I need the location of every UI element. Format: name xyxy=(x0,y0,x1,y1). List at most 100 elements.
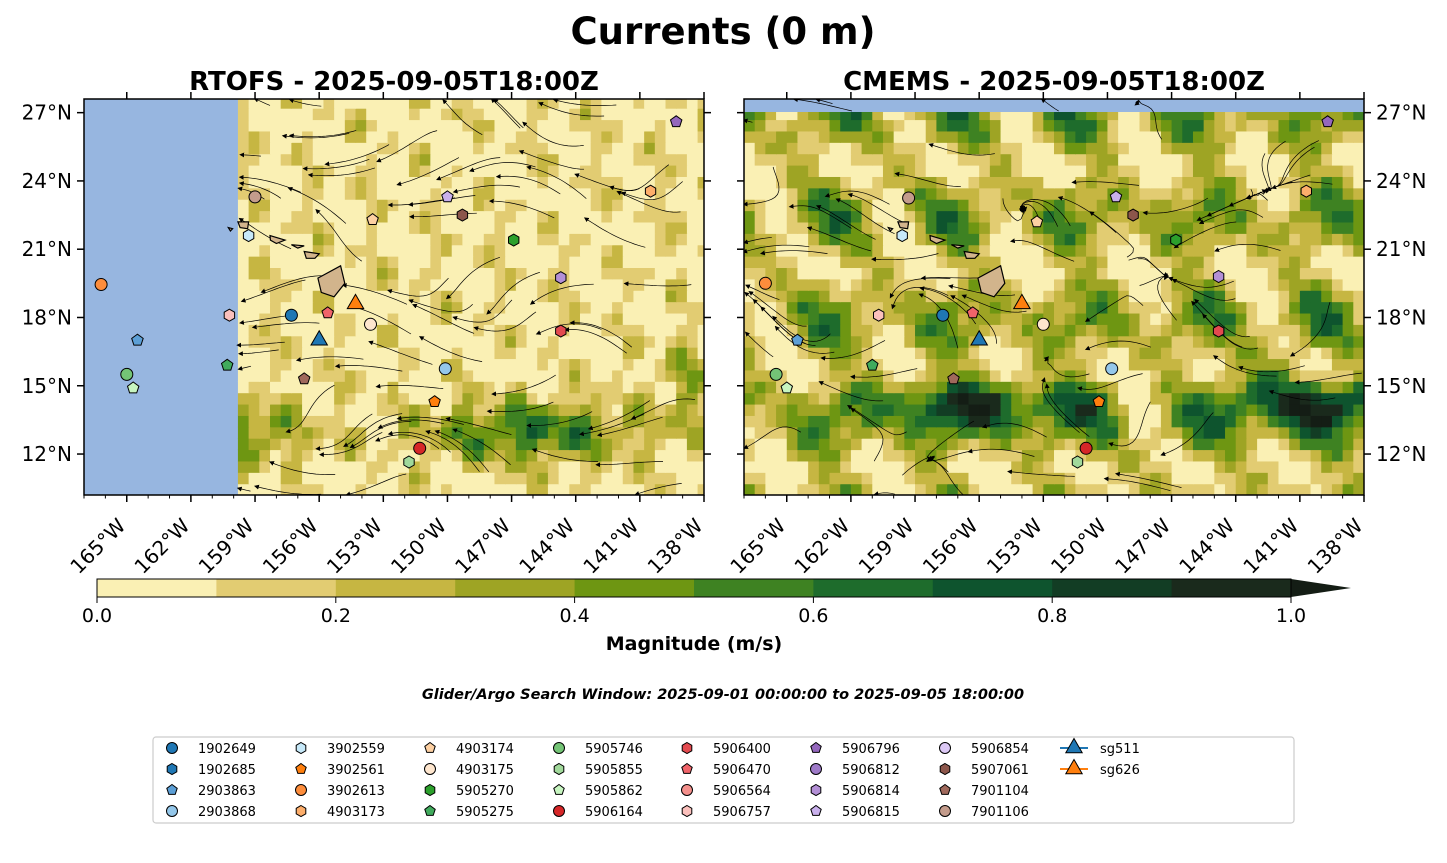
field-cell xyxy=(1011,449,1023,462)
field-cell xyxy=(676,233,688,246)
field-cell xyxy=(312,267,325,280)
field-cell xyxy=(754,381,766,394)
field-cell xyxy=(505,99,517,109)
field-cell xyxy=(430,256,442,269)
field-cell xyxy=(419,187,431,200)
field-cell xyxy=(1011,108,1023,121)
field-cell xyxy=(569,210,581,223)
field-cell xyxy=(462,278,474,291)
field-cell xyxy=(622,426,635,439)
field-cell xyxy=(580,244,592,257)
field-cell xyxy=(882,176,895,189)
field-cell xyxy=(1064,392,1076,405)
field-cell xyxy=(1214,210,1226,223)
field-cell xyxy=(1171,199,1183,212)
field-cell xyxy=(1321,278,1333,291)
field-cell xyxy=(270,438,282,451)
field-cell xyxy=(483,176,496,189)
field-cell xyxy=(537,392,549,405)
field-cell xyxy=(451,119,464,132)
field-cell xyxy=(1118,187,1130,200)
field-cell xyxy=(569,449,581,462)
field-cell xyxy=(744,438,756,451)
field-cell xyxy=(398,165,410,177)
obs-marker-3902613 xyxy=(94,278,108,291)
field-cell xyxy=(547,392,560,405)
field-cell xyxy=(441,153,453,166)
field-cell xyxy=(515,278,528,291)
field-cell xyxy=(355,358,367,371)
field-cell xyxy=(654,187,667,200)
field-cell xyxy=(957,233,970,246)
field-cell xyxy=(893,335,905,348)
field-cell xyxy=(1128,199,1141,212)
field-cell xyxy=(744,415,756,428)
field-cell xyxy=(686,392,699,405)
field-cell xyxy=(1021,381,1034,394)
field-cell xyxy=(1075,267,1087,280)
field-cell xyxy=(765,335,777,348)
field-cell xyxy=(451,403,464,416)
field-cell xyxy=(1192,335,1205,348)
field-cell xyxy=(1086,221,1098,234)
field-cell xyxy=(1331,256,1344,269)
field-cell xyxy=(312,278,325,291)
obs-marker-7901106 xyxy=(248,190,262,204)
field-cell xyxy=(1107,381,1119,394)
field-cell xyxy=(665,210,677,223)
field-cell xyxy=(558,153,570,166)
field-cell xyxy=(808,233,820,246)
field-cell xyxy=(312,483,325,495)
field-cell xyxy=(1235,176,1248,189)
field-cell xyxy=(676,347,688,360)
field-cell xyxy=(861,438,873,451)
field-cell xyxy=(786,108,799,121)
field-cell xyxy=(355,278,367,291)
lat-ticks-cmems: 12°N15°N18°N21°N24°N27°N xyxy=(737,101,1426,466)
field-cell xyxy=(451,290,464,303)
field-cell xyxy=(494,347,506,360)
field-cell xyxy=(569,290,581,303)
field-cell xyxy=(376,324,389,337)
field-cell xyxy=(526,278,538,291)
field-cell xyxy=(590,142,602,155)
field-cell xyxy=(376,278,389,291)
field-cell xyxy=(408,483,421,495)
field-cell xyxy=(558,426,570,439)
field-cell xyxy=(861,312,873,325)
field-cell xyxy=(237,108,250,121)
field-cell xyxy=(686,426,699,439)
field-cell xyxy=(882,347,895,360)
streamline xyxy=(486,271,541,315)
field-cell xyxy=(451,142,464,155)
field-cell xyxy=(676,278,688,291)
field-cell xyxy=(408,256,421,269)
field-cell xyxy=(1214,199,1226,212)
field-cell xyxy=(1139,221,1151,234)
field-cell xyxy=(765,244,777,257)
field-cell xyxy=(947,347,959,360)
streamline xyxy=(1043,356,1090,378)
streamline xyxy=(251,322,320,330)
obs-marker-5906814 xyxy=(555,271,567,285)
field-cell xyxy=(989,426,1002,439)
field-cell xyxy=(1171,290,1183,303)
field-cell xyxy=(633,210,645,223)
field-cell xyxy=(1321,472,1333,485)
field-cell xyxy=(451,472,464,485)
field-cell xyxy=(882,369,895,382)
field-cell xyxy=(1171,142,1183,155)
field-cell xyxy=(1150,392,1162,405)
obs-marker-5906164 xyxy=(1079,441,1093,455)
field-cell xyxy=(1064,324,1076,337)
field-cell xyxy=(1225,358,1237,371)
field-cell xyxy=(1299,244,1312,257)
field-cell xyxy=(1171,381,1183,394)
field-cell xyxy=(1321,301,1333,314)
field-cell xyxy=(818,187,831,200)
field-cell xyxy=(1353,472,1364,485)
field-cell xyxy=(473,119,485,132)
field-cell xyxy=(270,99,282,109)
field-cell xyxy=(1203,256,1215,269)
field-cell xyxy=(1331,187,1344,200)
